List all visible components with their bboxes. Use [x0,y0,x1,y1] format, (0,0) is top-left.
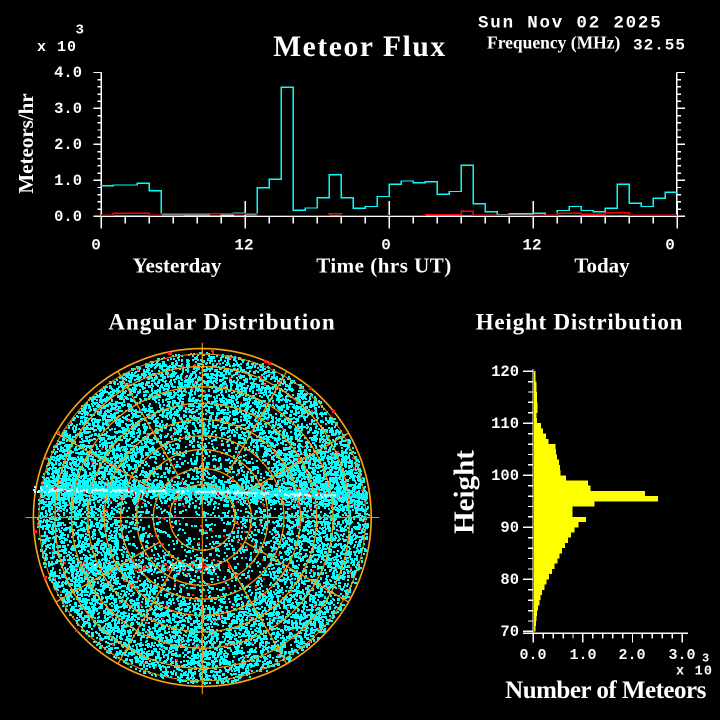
svg-text:Time (hrs UT): Time (hrs UT) [316,254,452,278]
svg-text:2.0: 2.0 [618,647,645,664]
svg-text:2.0: 2.0 [54,136,82,154]
svg-text:90: 90 [500,519,519,537]
svg-text:4.0: 4.0 [54,64,82,82]
svg-text:3: 3 [702,652,709,666]
svg-text:120: 120 [491,363,519,381]
svg-text:Angular Distribution: Angular Distribution [108,310,335,335]
svg-text:3.0: 3.0 [54,100,82,118]
svg-text:x 10: x 10 [37,39,77,56]
svg-text:1.0: 1.0 [569,647,596,664]
svg-text:x 10: x 10 [676,665,713,680]
svg-text:70: 70 [500,623,519,641]
svg-text:Height Distribution: Height Distribution [476,310,684,335]
svg-text:0: 0 [381,237,391,255]
svg-text:Number of Meteors: Number of Meteors [505,677,706,704]
svg-text:12: 12 [522,237,541,255]
svg-text:0: 0 [91,237,101,255]
svg-text:Meteors/hr: Meteors/hr [14,93,38,193]
svg-text:0.0: 0.0 [519,647,546,664]
svg-text:Sun Nov 02 2025: Sun Nov 02 2025 [478,14,663,34]
svg-text:100: 100 [491,467,519,485]
svg-text:110: 110 [491,415,519,433]
svg-text:1.0: 1.0 [54,172,82,190]
svg-text:80: 80 [500,571,519,589]
svg-text:3: 3 [76,23,84,39]
svg-text:0.0: 0.0 [54,208,82,226]
svg-text:32.55: 32.55 [633,37,686,55]
svg-text:3.0: 3.0 [668,647,695,664]
svg-text:Yesterday: Yesterday [133,254,222,278]
svg-text:0: 0 [665,237,675,255]
svg-text:Meteor Flux: Meteor Flux [273,31,447,63]
svg-text:12: 12 [234,237,253,255]
svg-text:Frequency (MHz): Frequency (MHz) [487,33,620,53]
svg-text:Today: Today [574,254,630,278]
svg-text:Height: Height [449,450,481,534]
